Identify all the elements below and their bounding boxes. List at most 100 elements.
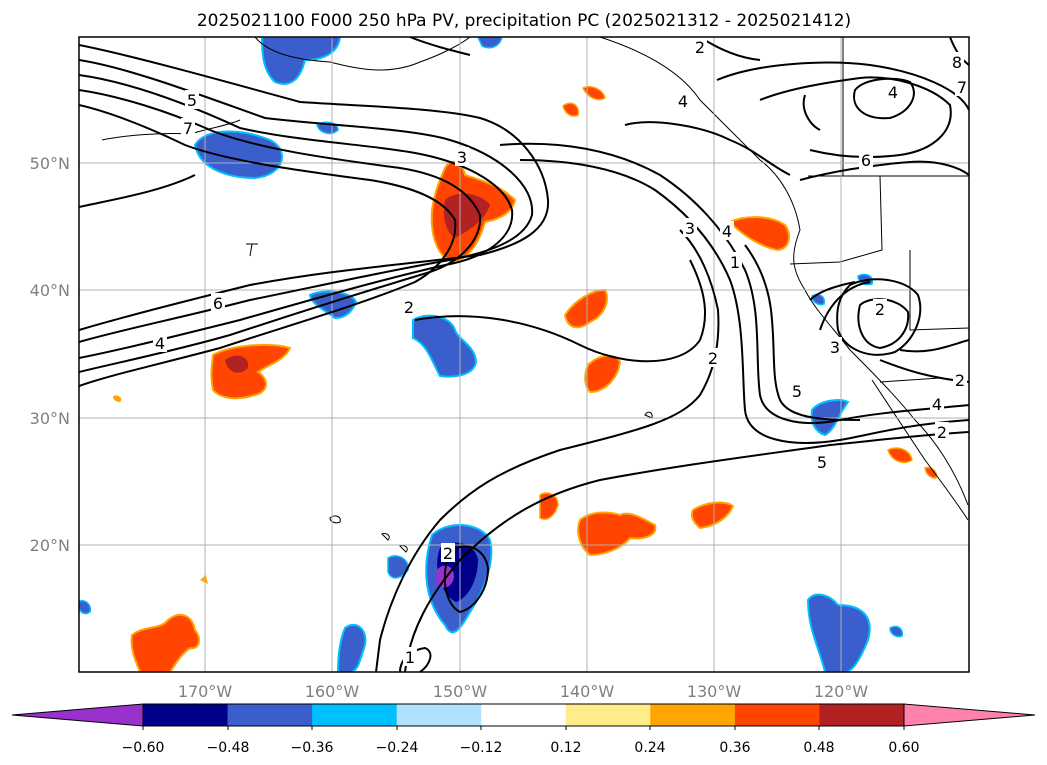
colorbar-segment [396, 704, 482, 726]
contour-label: 5 [187, 91, 197, 110]
colorbar-frame [142, 703, 905, 727]
map-frame [78, 36, 970, 673]
contour-label: 2 [443, 544, 453, 563]
negative-anomaly-region [260, 37, 342, 85]
colorbar-tick-label: 0.12 [550, 740, 581, 756]
longitude-label: 130°W [687, 682, 742, 701]
colorbar-tick-label: 0.60 [888, 740, 919, 756]
longitude-label: 170°W [178, 682, 233, 701]
colorbar-tick-label: 0.24 [634, 740, 665, 756]
colorbar-segment [819, 704, 905, 726]
contour-label-background [706, 348, 720, 367]
colorbar-tick-label: −0.24 [376, 740, 419, 756]
contour-label-background [403, 647, 417, 666]
coastlines [101, 37, 969, 553]
contour-label-background [402, 297, 416, 316]
contour-label: 2 [955, 371, 965, 390]
contour-label: 4 [678, 92, 688, 111]
negative-anomaly-region [889, 625, 904, 638]
contour-label-background [886, 82, 900, 101]
contour-label: 3 [685, 219, 695, 238]
longitude-label: 150°W [433, 682, 488, 701]
contour-label: 8 [952, 53, 962, 72]
negative-anomaly-region [193, 130, 283, 180]
latitude-label: 20°N [30, 536, 70, 555]
latitude-label: 30°N [30, 409, 70, 428]
contour-label-background [790, 381, 804, 400]
contour-label-background [455, 147, 469, 166]
contour-label-background [181, 118, 195, 137]
colorbar-segment [565, 704, 651, 726]
contour-label: 6 [213, 294, 223, 313]
positive-anomaly-region [563, 288, 608, 329]
colorbar-segment [481, 704, 567, 726]
contour-label: 1 [405, 648, 415, 667]
contour-label-background [683, 218, 697, 237]
contour-label-background [211, 293, 225, 312]
negative-anomaly-region [806, 593, 871, 672]
contour-label-background [153, 333, 167, 352]
colorbar-segment [734, 704, 820, 726]
contour-label: 6 [861, 151, 871, 170]
colorbar-extend-high [903, 703, 1036, 727]
positive-anomaly-region [130, 613, 201, 672]
colorbar-extend-low [11, 703, 144, 727]
colorbar-tick-label: −0.36 [291, 740, 334, 756]
contour-label-background [953, 370, 967, 389]
contour-label-background [930, 394, 944, 413]
contour-label: 4 [888, 83, 898, 102]
colorbar-segment [143, 704, 229, 726]
contour-label-background [935, 422, 949, 441]
contour-label-background [828, 337, 842, 356]
contour-label: 7 [183, 119, 193, 138]
positive-anomaly-region [113, 395, 122, 402]
contour-label-background [955, 77, 969, 96]
contour-label-background [441, 543, 455, 562]
contour-label: 2 [695, 38, 705, 57]
positive-anomaly-region [562, 102, 579, 117]
longitude-label: 140°W [560, 682, 615, 701]
contour-label: 2 [937, 423, 947, 442]
longitude-label: 120°W [814, 682, 869, 701]
contour-label-background [676, 91, 690, 110]
contour-label: 3 [457, 148, 467, 167]
latitude-label: 40°N [30, 281, 70, 300]
contour-label: 7 [957, 78, 967, 97]
contour-label: 2 [404, 298, 414, 317]
contour-label: 2 [875, 300, 885, 319]
colorbar: −0.60 −0.48 −0.36 −0.24 −0.12 0.12 0.24 0.36 0.4… [11, 703, 1036, 756]
contour-label: 4 [155, 334, 165, 353]
contour-label-background [873, 299, 887, 318]
negative-anomaly-region [387, 555, 409, 579]
longitude-labels: 170°W 160°W 150°W 140°W 130°W 120°W [178, 682, 869, 701]
positive-anomaly-region [200, 575, 208, 584]
contour-label-background [185, 90, 199, 109]
colorbar-tick-label: −0.48 [207, 740, 250, 756]
latitude-labels: 50°N 40°N 30°N 20°N [30, 154, 70, 555]
contour-label-background [720, 221, 734, 240]
contour-label: 1 [730, 253, 740, 272]
colorbar-tick-label: −0.12 [460, 740, 503, 756]
contour-label-background [859, 150, 873, 169]
contour-label: 4 [932, 395, 942, 414]
contour-label: 3 [830, 338, 840, 357]
colorbar-tick-label: −0.60 [122, 740, 165, 756]
contour-label: 2 [708, 349, 718, 368]
contour-label: 5 [817, 453, 827, 472]
colorbar-tick-label: 0.36 [719, 740, 750, 756]
pv-contours [79, 37, 969, 672]
negative-anomaly-region [336, 623, 367, 672]
colorbar-segment [650, 704, 736, 726]
contour-label-background [950, 52, 964, 71]
positive-anomaly-region [728, 216, 791, 252]
contour-label-background [693, 37, 707, 56]
latitude-label: 50°N [30, 154, 70, 173]
positive-anomaly-region [581, 86, 606, 101]
colorbar-segment [312, 704, 398, 726]
contour-label-background [815, 452, 829, 471]
colorbar-tick-label: 0.48 [803, 740, 834, 756]
colorbar-segment [227, 704, 313, 726]
